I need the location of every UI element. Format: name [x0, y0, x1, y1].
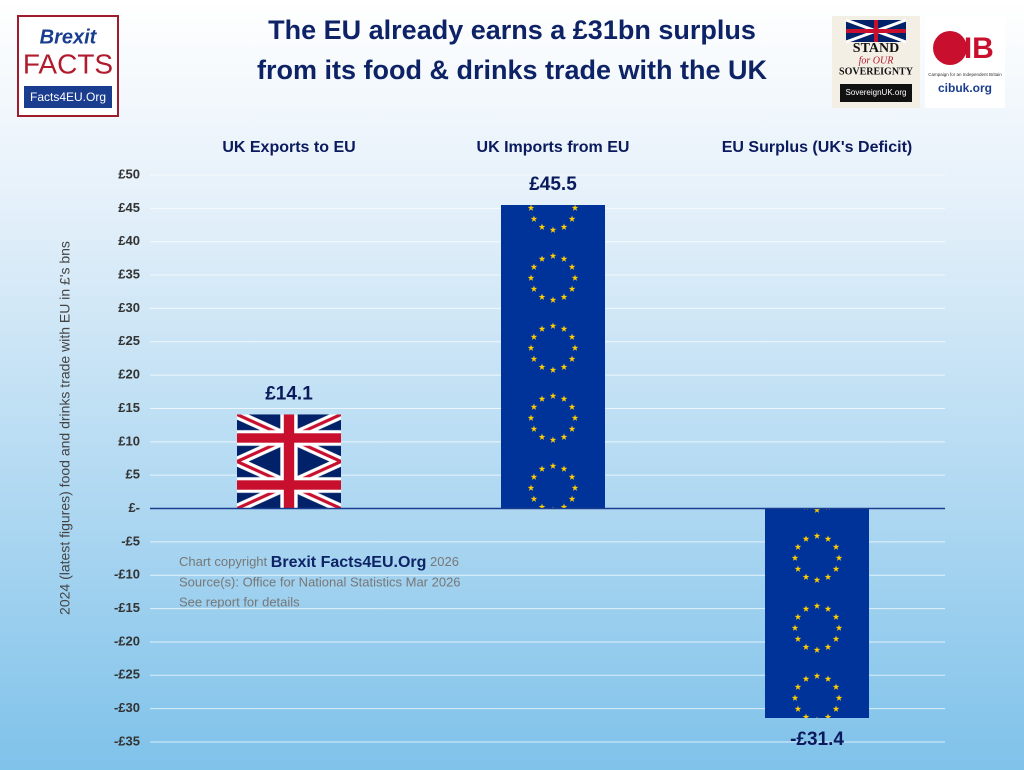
y-tick-label: £5	[126, 467, 140, 482]
cib-logo: CIB Campaign for an Independent Britain …	[925, 16, 1005, 108]
y-tick-label: -£5	[121, 533, 140, 548]
y-tick-label: -£25	[114, 667, 140, 682]
y-tick-label: -£35	[114, 733, 140, 748]
y-tick-label: £-	[128, 500, 140, 515]
brexit-facts-logo: Brexit FACTS Facts4EU.Org	[17, 15, 119, 117]
logo-text: CIB	[942, 32, 994, 65]
logo-text: Campaign for an Independent Britain	[928, 72, 1002, 77]
y-tick-label: £50	[118, 166, 140, 181]
logo-text: for OUR	[859, 55, 894, 66]
details-note: See report for details	[179, 594, 300, 609]
y-tick-label: -£30	[114, 700, 140, 715]
value-label: £14.1	[265, 383, 313, 404]
y-tick-label: -£15	[114, 600, 140, 615]
value-label: £45.5	[529, 174, 577, 195]
note-text: Chart copyright	[179, 554, 268, 569]
chart-title: The EU already earns a £31bn surplus	[268, 15, 756, 45]
source-note: Source(s): Office for National Statistic…	[179, 574, 461, 589]
y-tick-label: -£20	[114, 633, 140, 648]
y-tick-label: £45	[118, 200, 140, 215]
y-tick-label: -£10	[114, 567, 140, 582]
logo-text: SovereignUK.org	[846, 88, 907, 97]
sovereignty-logo: STAND for OUR SOVEREIGNTY SovereignUK.or…	[832, 16, 920, 108]
logo-text: Facts4EU.Org	[30, 90, 106, 104]
copyright: Chart copyright Brexit Facts4EU.Org 2026	[179, 554, 459, 571]
category-label: UK Imports from EU	[477, 139, 630, 156]
note-brand: Brexit Facts4EU.Org	[271, 554, 427, 571]
value-label: -£31.4	[790, 729, 844, 750]
y-tick-label: £20	[118, 367, 140, 382]
note-text: 2026	[430, 554, 459, 569]
y-tick-label: £35	[118, 266, 140, 281]
y-tick-label: £30	[118, 300, 140, 315]
y-tick-label: £25	[118, 333, 140, 348]
y-tick-label: £10	[118, 433, 140, 448]
logo-text: STAND	[853, 41, 899, 56]
bar-flag	[765, 508, 869, 718]
chart-title: from its food & drinks trade with the UK	[257, 55, 768, 85]
y-axis-label: 2024 (latest figures) food and drinks tr…	[57, 241, 73, 615]
logo-text: FACTS	[23, 48, 113, 79]
logo-text: cibuk.org	[938, 81, 992, 95]
bar-flag	[501, 205, 605, 509]
y-tick-label: £15	[118, 400, 140, 415]
bar-flag	[237, 414, 341, 509]
category-label: EU Surplus (UK's Deficit)	[722, 139, 913, 156]
y-tick-label: £40	[118, 233, 140, 248]
logo-text: SOVEREIGNTY	[839, 66, 914, 77]
logo-text: Brexit	[40, 26, 98, 48]
category-label: UK Exports to EU	[222, 139, 355, 156]
